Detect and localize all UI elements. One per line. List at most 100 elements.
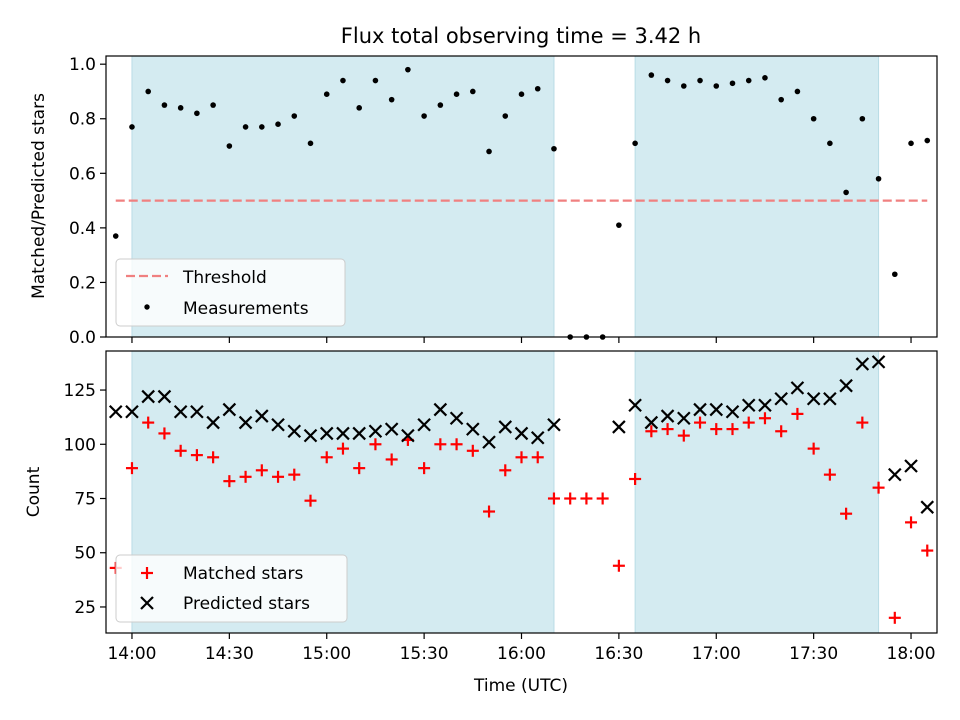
- measurement-point: [145, 88, 151, 95]
- predicted-star-point: [125, 404, 139, 419]
- matched-star-point: [483, 505, 496, 518]
- predicted-star-point: [855, 357, 870, 371]
- bottom-panel-x-axis: 14:00 14:30 15:00 15:30 16:00 16:30 17:00 17:30…: [107, 633, 936, 664]
- matched-star-point: [856, 416, 869, 429]
- matched-star-point: [547, 492, 560, 505]
- matched-star-point: [450, 438, 463, 451]
- matched-star-point: [661, 423, 674, 436]
- y-tick-label: 0.0: [69, 328, 96, 348]
- measurement-point: [194, 110, 200, 117]
- matched-star-point: [158, 427, 171, 440]
- measurement-point: [226, 143, 233, 149]
- predicted-star-point: [839, 378, 853, 393]
- measurement-point: [778, 96, 784, 103]
- predicted-star-point: [336, 426, 350, 441]
- predicted-star-point: [401, 428, 415, 443]
- measurement-point: [388, 96, 395, 103]
- predicted-star-point: [206, 415, 220, 430]
- predicted-star-point: [417, 417, 431, 432]
- measurement-point: [242, 124, 249, 130]
- predicted-star-point: [173, 404, 188, 419]
- matched-star-point: [174, 444, 187, 457]
- predicted-star-point: [693, 402, 707, 417]
- matched-star-point: [791, 407, 804, 420]
- y-tick-label: 25: [74, 598, 96, 618]
- measurement-point: [372, 77, 379, 84]
- matched-star-point: [840, 507, 853, 520]
- measurement-point: [762, 75, 768, 81]
- measurement-point: [470, 88, 476, 95]
- measurement-point: [421, 113, 427, 119]
- y-tick-label: 75: [74, 490, 96, 510]
- x-tick-label: 15:00: [302, 644, 351, 664]
- matched-star-point: [596, 492, 609, 505]
- matched-star-point: [612, 559, 625, 572]
- top-panel-y-axis: 0.0 0.2 0.4 0.6 0.8 1.0: [69, 55, 106, 348]
- predicted-star-point: [449, 411, 464, 426]
- matched-star-point: [531, 451, 544, 464]
- predicted-star-point: [190, 404, 204, 419]
- matched-star-point: [515, 451, 528, 464]
- bottom-panel-legend: Matched stars Predicted stars: [115, 554, 348, 623]
- predicted-star-point: [222, 402, 237, 417]
- measurement-point: [681, 83, 687, 89]
- predicted-star-point: [547, 417, 561, 432]
- measurement-point: [502, 113, 509, 119]
- measurement-point: [697, 77, 703, 84]
- measurement-point: [259, 124, 265, 130]
- matched-star-point: [255, 464, 268, 477]
- predicted-star-point: [498, 420, 513, 434]
- measurement-point: [875, 175, 882, 182]
- legend-predicted-label: Predicted stars: [183, 594, 310, 614]
- x-tick-label: 16:30: [594, 644, 643, 664]
- top-panel-y-label: Matched/Predicted stars: [29, 93, 49, 299]
- measurement-point: [810, 115, 817, 122]
- matched-star-point: [125, 462, 138, 475]
- predicted-star-point: [287, 424, 302, 439]
- matched-star-point: [872, 481, 885, 494]
- x-tick-label: 17:30: [789, 644, 838, 664]
- matched-star-point: [369, 438, 382, 451]
- bottom-panel-points: [108, 355, 935, 624]
- y-tick-label: 0.6: [69, 164, 96, 184]
- legend-plus-marker-icon: [141, 567, 153, 579]
- matched-star-point: [385, 453, 398, 466]
- x-tick-label: 18:00: [887, 644, 936, 664]
- predicted-star-point: [514, 426, 529, 441]
- measurement-point: [648, 72, 655, 78]
- measurement-point: [924, 137, 931, 144]
- matched-star-point: [223, 475, 236, 488]
- predicted-star-point: [141, 389, 155, 404]
- predicted-star-point: [368, 424, 383, 439]
- matched-star-point: [905, 516, 918, 529]
- matched-star-point: [336, 442, 349, 455]
- matched-star-point: [758, 412, 771, 425]
- measurement-point: [632, 140, 638, 147]
- measurement-point: [616, 222, 622, 228]
- measurement-point: [892, 271, 898, 278]
- predicted-star-point: [612, 420, 626, 434]
- measurement-point: [551, 145, 557, 152]
- predicted-star-point: [352, 426, 366, 441]
- predicted-star-point: [774, 391, 788, 406]
- measurement-point: [908, 140, 914, 147]
- legend-measurements-dot-icon: [144, 304, 150, 310]
- measurement-point: [210, 102, 216, 108]
- legend-measurements-label: Measurements: [183, 299, 309, 319]
- top-panel-measurements: [112, 66, 931, 340]
- predicted-star-point: [433, 402, 448, 417]
- measurement-point: [745, 77, 752, 84]
- matched-star-point: [353, 462, 366, 475]
- y-tick-label: 0.4: [69, 219, 96, 239]
- measurement-point: [323, 91, 330, 97]
- matched-star-point: [742, 416, 755, 429]
- predicted-star-point: [271, 417, 285, 432]
- matched-star-point: [320, 451, 333, 464]
- x-tick-label: 15:30: [400, 644, 449, 664]
- y-tick-label: 0.2: [69, 273, 96, 293]
- predicted-star-point: [384, 422, 399, 436]
- matched-star-point: [888, 611, 901, 624]
- matched-star-point: [272, 470, 285, 483]
- y-tick-label: 50: [74, 544, 96, 564]
- legend-threshold-label: Threshold: [182, 268, 267, 288]
